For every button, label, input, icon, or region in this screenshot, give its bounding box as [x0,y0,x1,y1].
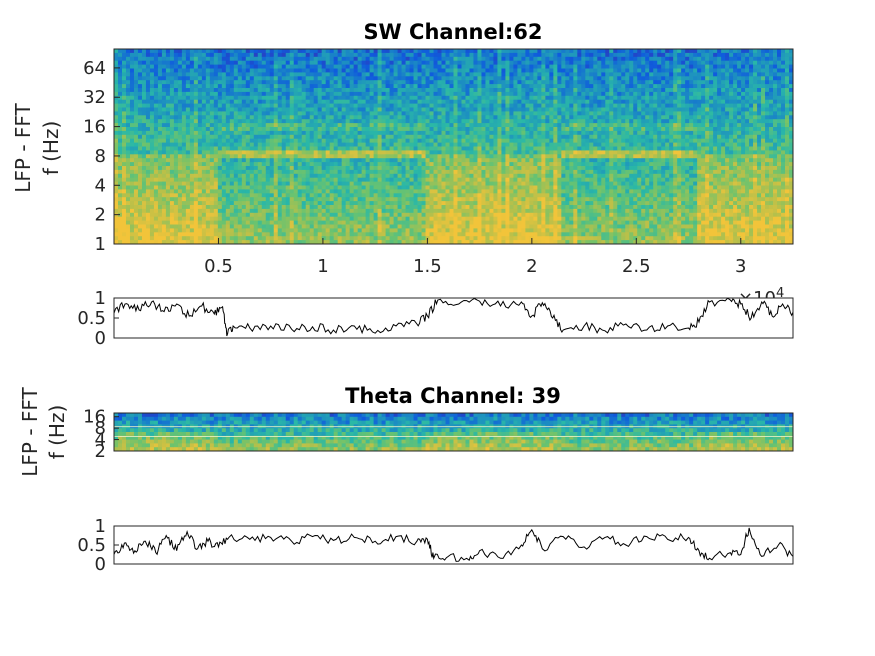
theta-ratio-panel: 00.51 [77,516,794,575]
sw-ylabel-line1: LFP - FFT [11,102,35,192]
sw-ratio-yticks: 00.51 [77,288,119,349]
sw-spectrogram-xticks: 0.5 1 1.5 2 2.5 3 [204,238,746,277]
theta-ratio-plot [113,527,794,562]
sw-ytick-label: 32 [83,87,106,108]
sw-spectrogram-plot [114,49,794,245]
sw-spectrogram-title: SW Channel:62 [363,20,542,44]
sw-ytick-label: 4 [95,175,106,196]
sw-ratio-ytick-label: 0.5 [77,308,106,329]
theta-ratio-background [114,526,793,564]
sw-ytick-label: 8 [95,146,106,167]
theta-ratio-yticks: 00.51 [77,516,119,575]
sw-xtick-label: 1.5 [413,256,442,277]
sw-xtick-label: 2.5 [622,256,651,277]
theta-ratio-ytick-label: 0.5 [77,535,106,556]
sw-spectrogram-panel: SW Channel:62 LFP - FFT f (Hz) 124816326… [11,20,794,309]
sw-ratio-plot [113,297,794,337]
theta-ratio-line [113,527,794,562]
sw-ratio-panel: 00.51 [77,288,794,349]
sw-ratio-ytick-label: 1 [95,288,106,309]
theta-ratio-ytick-label: 0 [95,554,106,575]
sw-spectrogram-axes-box [113,48,794,245]
theta-ytick-label: 4 [95,430,106,451]
theta-ytick-label: 8 [95,418,106,439]
sw-xtick-label: 1 [317,256,328,277]
sw-x-exponent-power: 4 [776,286,784,301]
theta-ytick-label: 16 [83,407,106,428]
theta-spectrogram-axes-box [113,412,794,452]
sw-xtick-label: 3 [735,256,746,277]
sw-ytick-label: 2 [95,205,106,226]
theta-ylabel-line2: f (Hz) [45,405,69,460]
theta-ratio-ytick-label: 1 [95,516,106,537]
sw-spectrogram-ylabel: LFP - FFT f (Hz) [11,102,63,192]
sw-ratio-background [114,298,793,338]
theta-spectrogram-ylabel: LFP - FFT f (Hz) [18,386,69,476]
sw-xtick-label: 0.5 [204,256,233,277]
sw-ylabel-line2: f (Hz) [39,121,63,176]
sw-ytick-label: 64 [83,58,106,79]
sw-ratio-line [113,297,794,337]
sw-spectrogram-yticks: 1 2 4 8 16 32 64 [83,58,120,255]
theta-spectrogram-plot [114,413,794,452]
sw-xtick-label: 2 [526,256,537,277]
sw-ytick-label: 16 [83,117,106,138]
theta-spectrogram-title: Theta Channel: 39 [345,384,561,408]
theta-ylabel-line1: LFP - FFT [18,386,42,476]
sw-ytick-label: 1 [95,234,106,255]
sw-ratio-ytick-label: 0 [95,328,106,349]
theta-ytick-label: 2 [95,441,106,462]
